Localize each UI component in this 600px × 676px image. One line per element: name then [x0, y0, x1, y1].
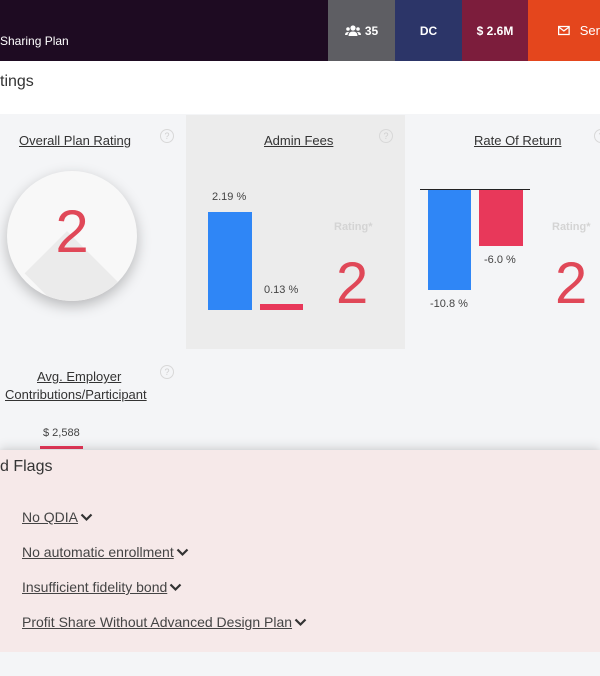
top-bar: Sharing Plan 35 DC $ 2.6M Ser [0, 0, 600, 61]
admin-fees-benchmark-label: 0.13 % [264, 284, 299, 296]
flag-label: Profit Share Without Advanced Design Pla… [22, 614, 293, 630]
rate-of-return-benchmark-label: -6.0 % [484, 254, 516, 266]
admin-fees-plan-bar [208, 212, 252, 310]
admin-fees-rating-label: Rating* [334, 221, 373, 233]
help-icon[interactable]: ? [379, 129, 393, 143]
assets-value: $ 2.6M [476, 23, 514, 38]
zero-line [420, 189, 530, 190]
rate-of-return-benchmark-bar [479, 190, 523, 246]
plan-type-label: DC [419, 23, 438, 38]
ratings-header [0, 61, 600, 114]
help-icon[interactable]: ? [160, 365, 174, 379]
participants-button[interactable]: 35 [328, 0, 395, 61]
flag-label: No QDIA [22, 509, 79, 525]
page-footer-area [0, 652, 600, 676]
help-icon[interactable]: ? [160, 129, 174, 143]
flag-item[interactable]: No QDIA [22, 509, 93, 525]
contributions-title-line1[interactable]: Avg. Employer [37, 369, 122, 384]
red-flags-panel: d Flags No QDIA No automatic enrollment … [0, 450, 600, 652]
plan-name: Sharing Plan [0, 34, 69, 48]
help-icon[interactable]: ? [594, 129, 600, 143]
envelope-icon [558, 25, 570, 36]
flag-label: Insufficient fidelity bond [22, 579, 168, 595]
chevron-down-icon [80, 513, 93, 521]
plan-type-button[interactable]: DC [395, 0, 462, 61]
red-flags-title: d Flags [0, 458, 53, 475]
admin-fees-plan-label: 2.19 % [212, 191, 247, 203]
admin-fees-title[interactable]: Admin Fees [264, 133, 334, 148]
contributions-title-line2[interactable]: Contributions/Participant [5, 387, 147, 402]
rate-of-return-rating: 2 [555, 251, 588, 316]
send-label: Ser [579, 23, 600, 38]
send-button[interactable]: Ser [528, 0, 600, 61]
admin-fees-benchmark-bar [260, 304, 303, 310]
flag-label: No automatic enrollment [22, 544, 174, 560]
flag-item[interactable]: Profit Share Without Advanced Design Pla… [22, 614, 307, 630]
ratings-title: tings [0, 73, 34, 90]
overall-rating-value: 2 [55, 198, 89, 265]
rate-of-return-plan-label: -10.8 % [430, 298, 468, 310]
flag-item[interactable]: Insufficient fidelity bond [22, 579, 182, 595]
overall-rating-gauge: 2 [7, 171, 137, 301]
rate-of-return-rating-label: Rating* [552, 221, 591, 233]
contributions-bar [40, 446, 83, 449]
chevron-down-icon [294, 618, 307, 626]
overall-rating-title[interactable]: Overall Plan Rating [19, 133, 131, 148]
chevron-down-icon [176, 548, 189, 556]
users-icon [344, 24, 361, 36]
flag-item[interactable]: No automatic enrollment [22, 544, 189, 560]
admin-fees-rating: 2 [336, 251, 369, 316]
rate-of-return-plan-bar [428, 190, 471, 290]
chevron-down-icon [170, 583, 182, 591]
assets-button[interactable]: $ 2.6M [462, 0, 528, 61]
participants-count: 35 [364, 23, 379, 38]
rate-of-return-title[interactable]: Rate Of Return [474, 133, 562, 148]
contributions-value: $ 2,588 [43, 427, 80, 439]
